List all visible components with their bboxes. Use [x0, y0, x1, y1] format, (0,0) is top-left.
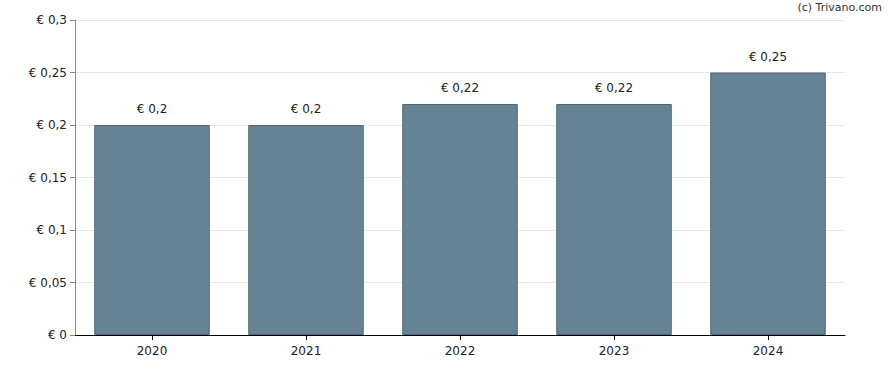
svg-text:€ 0: € 0: [48, 328, 67, 342]
svg-text:€ 0,2: € 0,2: [291, 102, 322, 116]
svg-text:2022: 2022: [445, 344, 476, 358]
svg-text:€ 0,2: € 0,2: [137, 102, 168, 116]
svg-text:2023: 2023: [599, 344, 630, 358]
svg-text:€ 0,2: € 0,2: [36, 118, 67, 132]
svg-text:€ 0,3: € 0,3: [36, 13, 67, 27]
svg-text:€ 0,22: € 0,22: [441, 81, 479, 95]
svg-text:€ 0,22: € 0,22: [595, 81, 633, 95]
svg-text:€ 0,1: € 0,1: [36, 223, 67, 237]
svg-text:(c) Trivano.com: (c) Trivano.com: [797, 1, 882, 14]
svg-text:€ 0,15: € 0,15: [29, 171, 67, 185]
svg-text:€ 0,25: € 0,25: [749, 50, 787, 64]
svg-text:2024: 2024: [753, 344, 784, 358]
svg-text:€ 0,25: € 0,25: [29, 66, 67, 80]
svg-text:€ 0,05: € 0,05: [29, 276, 67, 290]
svg-text:2021: 2021: [291, 344, 322, 358]
svg-text:2020: 2020: [137, 344, 168, 358]
